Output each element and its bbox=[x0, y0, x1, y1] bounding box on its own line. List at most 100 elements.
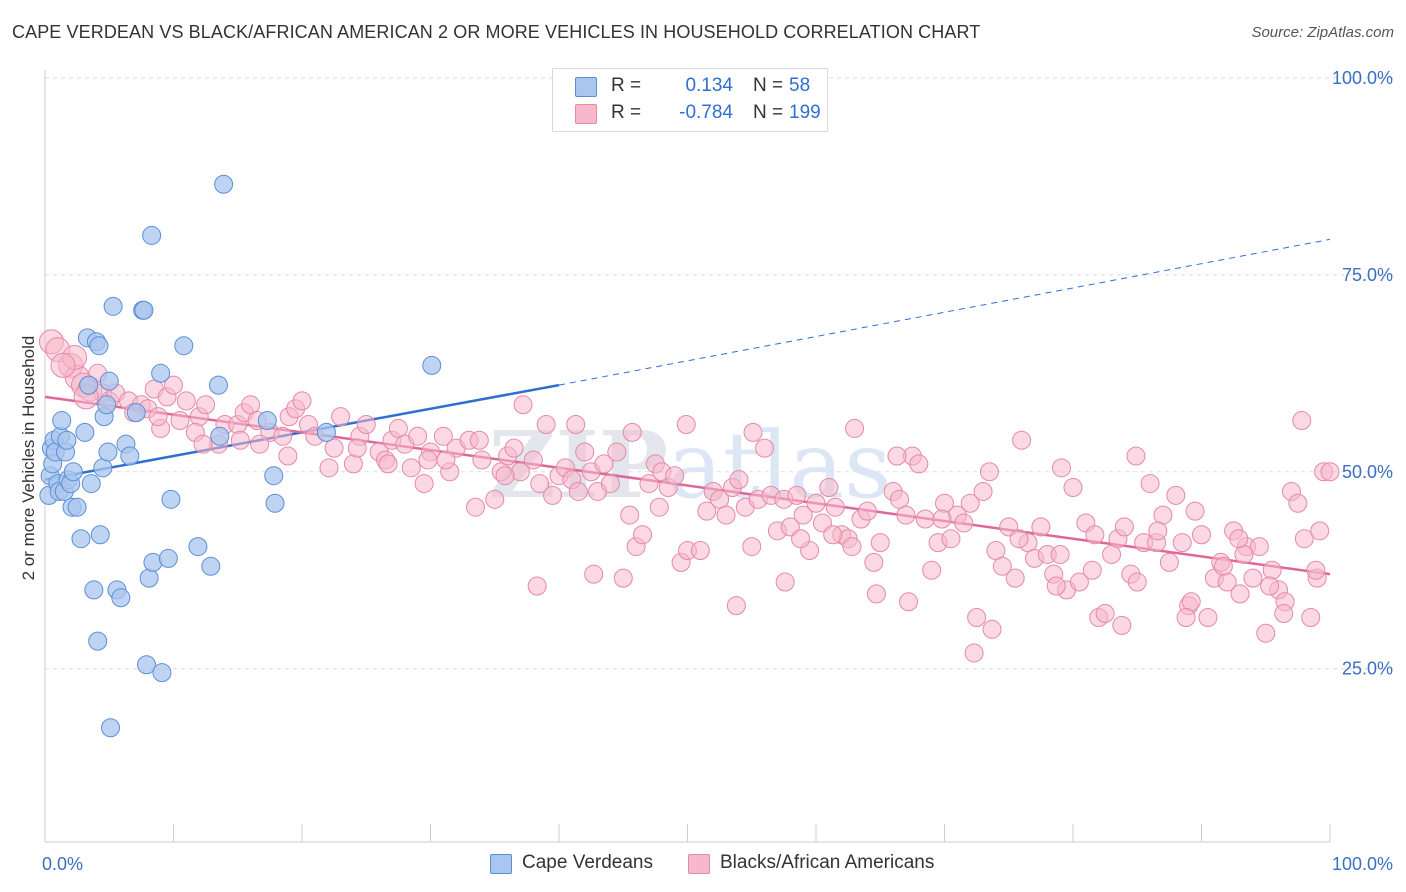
y-tick-label: 75.0% bbox=[1342, 265, 1393, 285]
point-pink bbox=[250, 434, 270, 454]
point-blue bbox=[188, 537, 208, 557]
point-pink bbox=[1192, 525, 1211, 545]
point-pink bbox=[1260, 576, 1280, 596]
point-pink bbox=[1294, 529, 1314, 549]
point-pink bbox=[1249, 537, 1269, 557]
point-pink bbox=[600, 474, 620, 494]
legend-n-label: N = bbox=[753, 102, 784, 123]
point-pink bbox=[1243, 568, 1263, 588]
point-pink bbox=[1320, 462, 1340, 482]
point-pink bbox=[982, 619, 1002, 639]
point-pink bbox=[1262, 560, 1282, 580]
point-pink bbox=[742, 537, 762, 557]
point-pink bbox=[649, 497, 669, 517]
point-pink bbox=[331, 407, 351, 427]
point-pink bbox=[319, 458, 339, 478]
x-tick-label-start: 0.0% bbox=[42, 854, 83, 874]
point-pink bbox=[887, 446, 907, 466]
point-blue bbox=[134, 300, 154, 320]
point-pink bbox=[1234, 544, 1254, 564]
point-pink bbox=[1306, 560, 1326, 580]
point-pink bbox=[899, 592, 919, 612]
point-pink bbox=[465, 497, 485, 517]
point-pink bbox=[690, 541, 710, 561]
point-pink bbox=[401, 458, 421, 478]
point-pink bbox=[819, 478, 839, 498]
point-pink bbox=[1050, 544, 1070, 564]
point-pink bbox=[607, 442, 627, 462]
point-pink bbox=[1274, 604, 1294, 624]
point-pink bbox=[495, 466, 515, 486]
point-blue bbox=[265, 493, 285, 513]
trend-line-blue-extension bbox=[558, 238, 1331, 386]
point-pink bbox=[536, 414, 556, 434]
x-tick-label-end: 100.0% bbox=[1332, 854, 1393, 874]
point-pink bbox=[292, 391, 312, 411]
point-pink bbox=[842, 537, 862, 557]
point-pink bbox=[568, 481, 588, 501]
axes bbox=[44, 70, 1331, 843]
point-blue bbox=[97, 395, 117, 415]
point-blue bbox=[101, 718, 121, 738]
point-pink bbox=[472, 450, 492, 470]
point-pink bbox=[418, 450, 438, 470]
point-pink bbox=[433, 426, 453, 446]
point-blue bbox=[151, 363, 171, 383]
point-blue bbox=[174, 336, 194, 356]
point-pink bbox=[1198, 607, 1218, 627]
point-pink bbox=[414, 474, 434, 494]
point-blue bbox=[257, 411, 277, 431]
point-pink bbox=[170, 411, 190, 431]
point-pink bbox=[408, 426, 428, 446]
point-pink bbox=[1012, 430, 1032, 450]
point-blue bbox=[79, 375, 99, 395]
point-pink bbox=[1069, 572, 1089, 592]
correlation-legend: R = 0.134 N = 58 R = -0.784 N = 199 bbox=[552, 68, 828, 132]
point-pink bbox=[870, 533, 890, 553]
point-blue bbox=[126, 403, 146, 423]
point-pink bbox=[584, 564, 604, 584]
bottom-legend-swatch-blue bbox=[490, 854, 512, 874]
point-blue bbox=[67, 497, 87, 517]
point-blue bbox=[75, 422, 95, 442]
point-blue bbox=[264, 466, 284, 486]
point-pink bbox=[1185, 501, 1205, 521]
point-pink bbox=[1230, 584, 1250, 604]
point-pink bbox=[1181, 592, 1201, 612]
point-pink bbox=[343, 454, 363, 474]
point-blue bbox=[88, 631, 108, 651]
point-pink bbox=[932, 509, 952, 529]
point-pink bbox=[436, 450, 456, 470]
point-pink bbox=[527, 576, 547, 596]
bottom-legend-label: Blacks/African Americans bbox=[720, 852, 935, 873]
point-pink bbox=[1172, 533, 1192, 553]
point-pink bbox=[960, 493, 980, 513]
point-pink bbox=[1159, 552, 1179, 572]
point-blue bbox=[63, 462, 83, 482]
point-blue bbox=[111, 588, 131, 608]
point-pink bbox=[176, 391, 196, 411]
data-points bbox=[38, 174, 1340, 738]
point-pink bbox=[594, 454, 614, 474]
point-pink bbox=[909, 454, 929, 474]
point-pink bbox=[613, 568, 633, 588]
legend-swatch-pink bbox=[575, 104, 597, 124]
point-pink bbox=[791, 529, 811, 549]
point-pink bbox=[1153, 505, 1173, 525]
point-pink bbox=[864, 552, 884, 572]
legend-swatch-blue bbox=[575, 77, 597, 97]
series-blue-points bbox=[39, 174, 442, 738]
y-axis-title: 2 or more Vehicles in Household bbox=[19, 336, 38, 581]
point-pink bbox=[967, 607, 987, 627]
bottom-legend-label: Cape Verdeans bbox=[522, 852, 653, 873]
point-blue bbox=[71, 529, 91, 549]
point-pink bbox=[1301, 607, 1321, 627]
point-pink bbox=[825, 497, 845, 517]
point-blue bbox=[84, 580, 104, 600]
point-blue bbox=[139, 568, 159, 588]
legend-n-label: N = bbox=[753, 75, 784, 96]
point-pink bbox=[697, 501, 717, 521]
point-pink bbox=[1114, 517, 1134, 537]
point-pink bbox=[729, 470, 749, 490]
point-pink bbox=[964, 643, 984, 663]
